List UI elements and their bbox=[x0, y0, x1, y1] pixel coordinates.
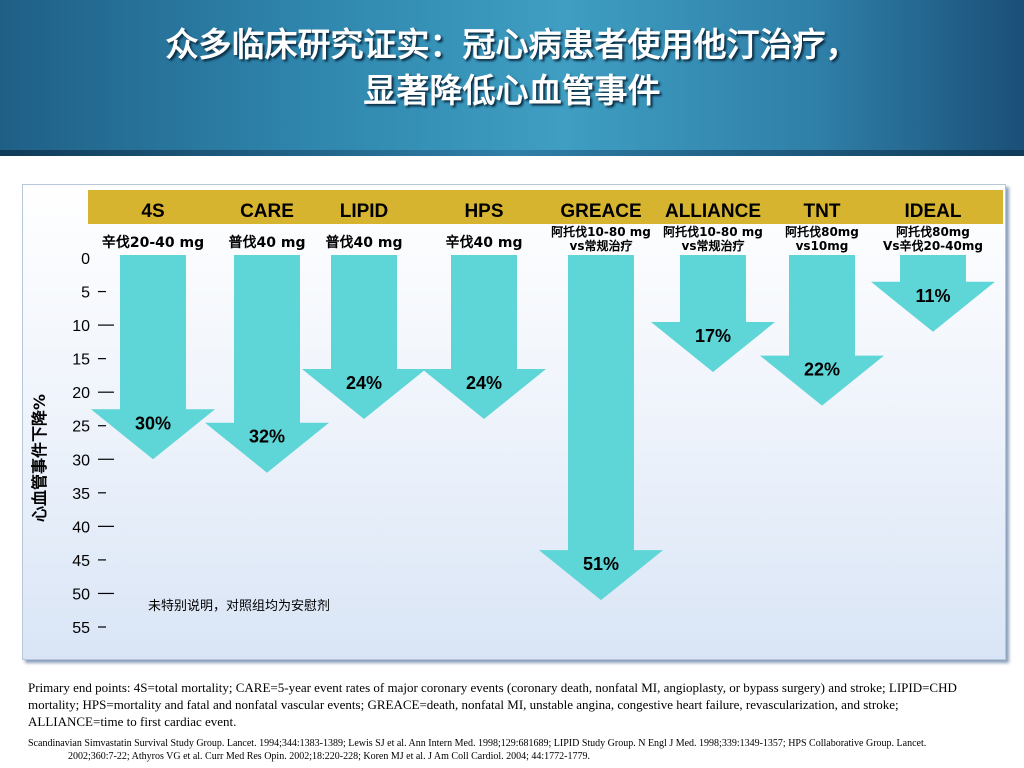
y-tick-label: 0 bbox=[81, 251, 90, 268]
value-label: 24% bbox=[346, 373, 382, 393]
title-line-2: 显著降低心血管事件 bbox=[363, 71, 661, 110]
title-line-1: 众多临床研究证实：冠心病患者使用他汀治疗， bbox=[165, 25, 859, 64]
reduction-arrow bbox=[871, 255, 995, 332]
study-name: HPS bbox=[464, 201, 503, 222]
value-label: 11% bbox=[915, 286, 950, 306]
slide-title: 众多临床研究证实：冠心病患者使用他汀治疗， 显著降低心血管事件 bbox=[20, 22, 1004, 114]
study-name: GREACE bbox=[560, 201, 641, 222]
treatment-label: vs常规治疗 bbox=[570, 238, 633, 253]
title-banner bbox=[0, 0, 1024, 150]
y-tick-label: 25 bbox=[72, 419, 90, 436]
study-name: ALLIANCE bbox=[665, 201, 761, 222]
y-tick-label: 30 bbox=[72, 452, 90, 469]
y-tick-label: 5 bbox=[81, 285, 90, 302]
treatment-label: 普伐40 mg bbox=[326, 234, 403, 251]
study-name: 4S bbox=[141, 201, 164, 222]
y-tick-label: 15 bbox=[72, 352, 90, 369]
reduction-arrow bbox=[539, 255, 663, 601]
study-name: IDEAL bbox=[905, 201, 962, 222]
y-axis-label: 心血管事件下降% bbox=[30, 394, 49, 522]
study-name: CARE bbox=[240, 201, 294, 222]
value-label: 32% bbox=[249, 427, 285, 447]
value-label: 24% bbox=[466, 373, 502, 393]
study-name: TNT bbox=[804, 201, 841, 222]
references-text: Scandinavian Simvastatin Survival Study … bbox=[28, 738, 927, 762]
treatment-label: 阿托伐10-80 mg bbox=[551, 224, 651, 239]
value-label: 51% bbox=[583, 554, 619, 574]
references: Scandinavian Simvastatin Survival Study … bbox=[28, 737, 968, 763]
treatment-label: 辛伐20-40 mg bbox=[102, 234, 204, 251]
study-name: LIPID bbox=[340, 201, 389, 222]
reduction-arrow bbox=[205, 255, 329, 473]
banner-divider bbox=[0, 150, 1024, 156]
reduction-arrow bbox=[422, 255, 546, 420]
value-label: 30% bbox=[135, 413, 171, 433]
reduction-arrow bbox=[91, 255, 215, 460]
reduction-arrow bbox=[760, 255, 884, 406]
treatment-label: 阿托伐10-80 mg bbox=[663, 224, 763, 239]
y-tick-label: 50 bbox=[72, 586, 90, 603]
reduction-arrow bbox=[302, 255, 426, 420]
treatment-label: 阿托伐80mg bbox=[896, 224, 970, 239]
y-tick-label: 55 bbox=[72, 620, 90, 637]
treatment-label: 阿托伐80mg bbox=[785, 224, 859, 239]
reduction-arrow bbox=[651, 255, 775, 373]
y-tick-label: 40 bbox=[72, 519, 90, 536]
primary-endpoints-caption: Primary end points: 4S=total mortality; … bbox=[28, 680, 957, 729]
y-tick-label: 20 bbox=[72, 385, 90, 402]
value-label: 17% bbox=[695, 326, 731, 346]
y-tick-label: 10 bbox=[72, 318, 90, 335]
chart-note: 未特别说明，对照组均为安慰剂 bbox=[148, 599, 330, 614]
treatment-label: 普伐40 mg bbox=[229, 234, 306, 251]
treatment-label: 辛伐40 mg bbox=[446, 234, 523, 251]
treatment-label: Vs辛伐20-40mg bbox=[883, 238, 983, 253]
y-tick-label: 35 bbox=[72, 486, 90, 503]
study-header-band bbox=[88, 190, 1003, 224]
treatment-label: vs常规治疗 bbox=[682, 238, 745, 253]
y-tick-label: 45 bbox=[72, 553, 90, 570]
treatment-label: vs10mg bbox=[796, 239, 849, 253]
value-label: 22% bbox=[804, 360, 840, 380]
